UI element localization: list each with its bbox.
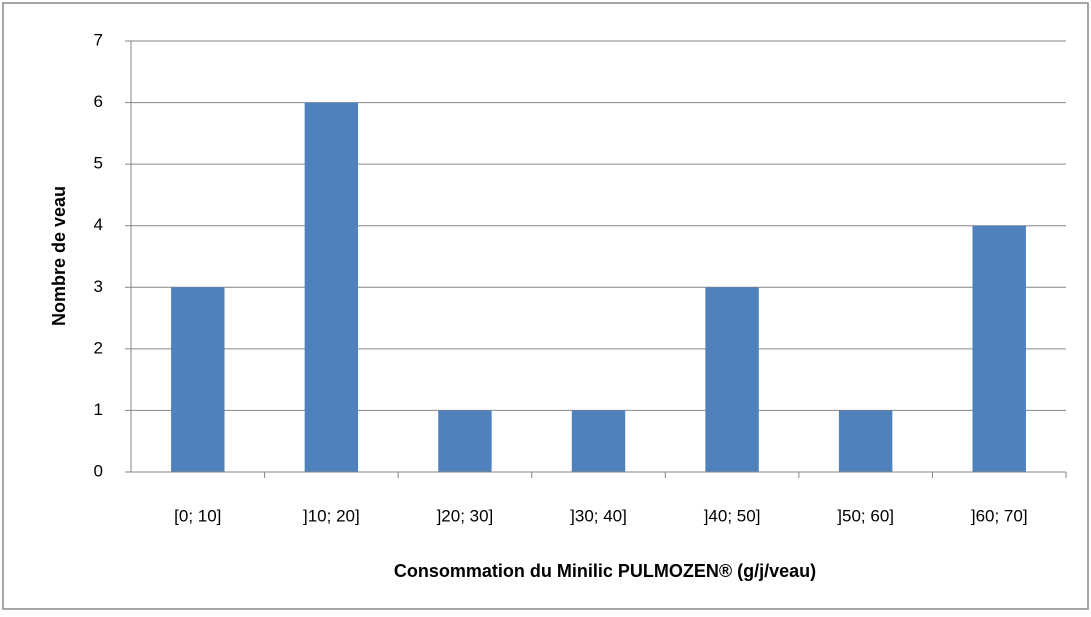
x-tick-label: ]10; 20] [303, 506, 360, 525]
bar [838, 410, 893, 472]
bar [972, 225, 1026, 472]
y-tick-label: 2 [94, 338, 103, 357]
x-tick-label: ]40; 50] [704, 506, 761, 525]
x-tick-label: ]20; 30] [437, 506, 494, 525]
bar [705, 287, 759, 472]
y-tick-label: 3 [94, 277, 103, 296]
y-tick-label: 1 [94, 400, 103, 419]
y-axis-title: Nombre de veau [49, 186, 69, 326]
x-tick-label: ]30; 40] [570, 506, 627, 525]
y-tick-label: 6 [94, 92, 103, 111]
x-tick-label: [0; 10] [174, 506, 221, 525]
bar [304, 102, 359, 473]
x-axis-title: Consommation du Minilic PULMOZEN® (g/j/v… [394, 561, 816, 581]
y-tick-label: 7 [94, 30, 103, 49]
bar [571, 410, 626, 472]
bar [438, 410, 492, 472]
x-tick-label: ]50; 60] [837, 506, 894, 525]
bar [171, 287, 225, 472]
x-tick-label: ]60; 70] [971, 506, 1028, 525]
y-tick-label: 4 [94, 215, 103, 234]
y-tick-label: 5 [94, 154, 103, 173]
y-tick-label: 0 [94, 461, 103, 480]
